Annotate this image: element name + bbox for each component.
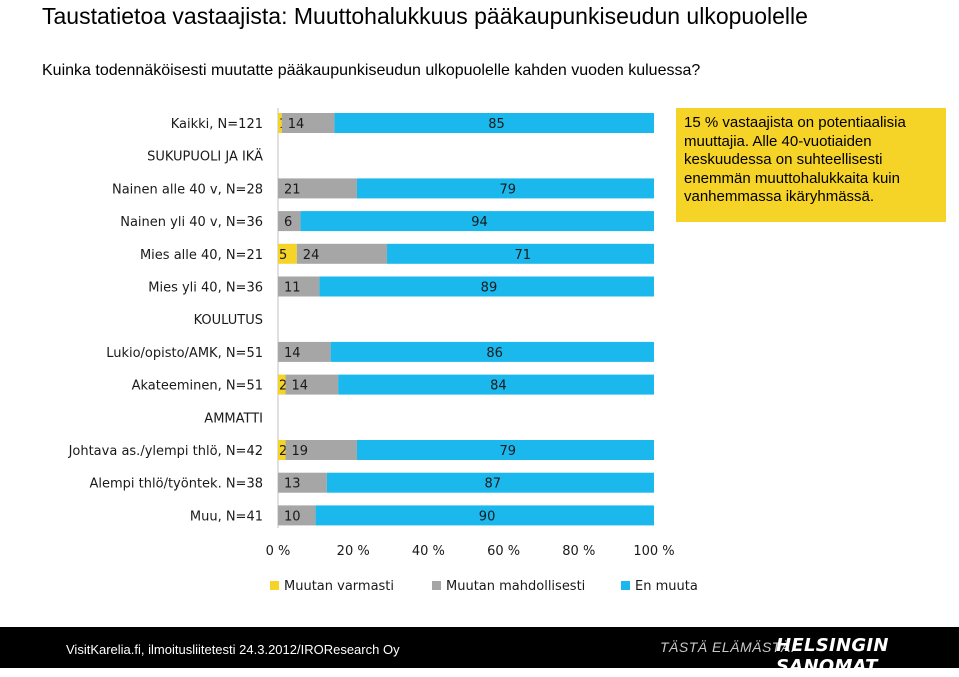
group-header-label: KOULUTUS (194, 313, 263, 328)
category-label: Nainen alle 40 v, N=28 (112, 182, 263, 197)
legend-label: En muuta (635, 579, 698, 594)
category-label: Johtava as./ylempi thlö, N=42 (68, 444, 263, 459)
stacked-bar-chart: Kaikki, N=12111485SUKUPUOLI JA IKÄNainen… (68, 108, 698, 594)
newspaper-logo: HELSINGIN SANOMAT (776, 635, 889, 677)
bar-segment (278, 505, 316, 526)
x-tick-label: 20 % (337, 544, 370, 559)
data-label: 14 (284, 346, 301, 361)
group-header-label: SUKUPUOLI JA IKÄ (147, 149, 263, 165)
bar-segment (278, 243, 297, 264)
data-label: 89 (481, 281, 498, 296)
data-label: 85 (488, 117, 505, 132)
footer-source: VisitKarelia.fi, ilmoitusliitetesti 24.3… (66, 642, 400, 657)
bar-segment (330, 341, 654, 362)
data-label: 14 (292, 379, 309, 394)
data-label: 14 (288, 117, 305, 132)
category-label: Mies yli 40, N=36 (148, 281, 263, 296)
group-header-label: AMMATTI (204, 411, 263, 426)
bar-segment (278, 472, 327, 493)
bar-segment (285, 440, 357, 460)
footer-slogan: TÄSTÄ ELÄMÄSTÄ. (660, 639, 796, 655)
x-tick-label: 100 % (633, 544, 674, 559)
data-label: 2 (279, 444, 287, 459)
x-tick-label: 80 % (562, 544, 595, 559)
page-title: Taustatietoa vastaajista: Muuttohalukkuu… (42, 3, 808, 29)
bar-segment (326, 472, 654, 493)
bar-segment (300, 211, 654, 232)
data-label: 11 (284, 281, 301, 296)
data-label: 84 (490, 379, 507, 394)
data-label: 86 (486, 346, 503, 361)
legend-swatch (432, 581, 441, 590)
category-label: Kaikki, N=121 (171, 117, 263, 132)
bar-segment (278, 113, 282, 133)
data-label: 79 (499, 182, 516, 197)
category-label: Akateeminen, N=51 (132, 379, 263, 394)
legend-label: Muutan mahdollisesti (446, 579, 585, 594)
bar-segment (278, 211, 301, 232)
category-label: Nainen yli 40 v, N=36 (120, 215, 263, 230)
data-label: 21 (284, 182, 301, 197)
category-label: Lukio/opisto/AMK, N=51 (106, 346, 263, 361)
bar-segment (338, 374, 654, 395)
bar-segment (285, 374, 339, 395)
legend-label: Muutan varmasti (284, 579, 394, 594)
data-label: 71 (515, 248, 532, 263)
data-label: 19 (292, 444, 309, 459)
footer-bar: VisitKarelia.fi, ilmoitusliitetesti 24.3… (0, 627, 959, 677)
data-label: 79 (499, 444, 516, 459)
bar-segment (356, 178, 654, 199)
data-label: 2 (279, 379, 287, 394)
data-label: 87 (484, 477, 501, 492)
data-label: 6 (284, 215, 292, 230)
category-label: Mies alle 40, N=21 (140, 248, 263, 263)
data-label: 94 (471, 215, 488, 230)
info-note-box: 15 % vastaajista on potentiaalisia muutt… (676, 108, 946, 222)
x-tick-label: 0 % (266, 544, 291, 559)
category-label: Alempi thlö/työntek. N=38 (90, 477, 263, 492)
bar-segment (278, 276, 320, 297)
category-label: Muu, N=41 (190, 509, 263, 524)
bar-segment (315, 505, 654, 526)
legend-swatch (270, 581, 279, 590)
bar-segment (296, 243, 388, 264)
bar-segment (356, 440, 654, 460)
data-label: 24 (303, 248, 320, 263)
bar-segment (278, 178, 357, 199)
bar-segment (334, 113, 654, 133)
data-label: 10 (284, 509, 301, 524)
data-label: 90 (479, 509, 496, 524)
bar-segment (278, 440, 286, 460)
data-label: 5 (279, 248, 287, 263)
data-label: 13 (284, 477, 301, 492)
bar-segment (278, 374, 286, 395)
legend-swatch (621, 581, 630, 590)
bar-segment (319, 276, 654, 297)
x-tick-label: 40 % (412, 544, 445, 559)
bar-segment (281, 113, 335, 133)
info-note-text: 15 % vastaajista on potentiaalisia muutt… (684, 114, 906, 205)
x-tick-label: 60 % (487, 544, 520, 559)
page-subtitle: Kuinka todennäköisesti muutatte pääkaupu… (42, 62, 701, 79)
bar-segment (278, 341, 331, 362)
bar-segment (387, 243, 654, 264)
